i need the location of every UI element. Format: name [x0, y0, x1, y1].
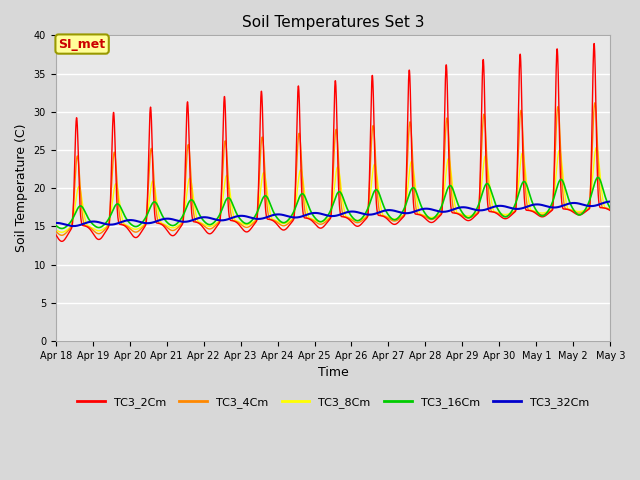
- TC3_2Cm: [397, 216, 404, 222]
- TC3_8Cm: [387, 216, 395, 221]
- Title: Soil Temperatures Set 3: Soil Temperatures Set 3: [242, 15, 424, 30]
- TC3_2Cm: [52, 232, 60, 238]
- TC3_4Cm: [607, 207, 614, 213]
- Legend: TC3_2Cm, TC3_4Cm, TC3_8Cm, TC3_16Cm, TC3_32Cm: TC3_2Cm, TC3_4Cm, TC3_8Cm, TC3_16Cm, TC3…: [73, 393, 593, 412]
- Line: TC3_16Cm: TC3_16Cm: [56, 178, 611, 228]
- TC3_2Cm: [387, 220, 395, 226]
- TC3_8Cm: [606, 206, 614, 212]
- TC3_32Cm: [607, 199, 614, 204]
- TC3_8Cm: [171, 225, 179, 230]
- TC3_4Cm: [171, 227, 179, 233]
- TC3_2Cm: [554, 54, 561, 60]
- TC3_4Cm: [58, 232, 66, 238]
- TC3_8Cm: [52, 227, 60, 232]
- TC3_16Cm: [387, 216, 395, 221]
- TC3_4Cm: [397, 215, 404, 221]
- Y-axis label: Soil Temperature (C): Soil Temperature (C): [15, 124, 28, 252]
- TC3_4Cm: [554, 104, 561, 110]
- TC3_8Cm: [607, 206, 614, 212]
- Line: TC3_4Cm: TC3_4Cm: [56, 103, 611, 235]
- TC3_2Cm: [607, 208, 614, 214]
- TC3_32Cm: [207, 216, 214, 221]
- TC3_16Cm: [207, 222, 214, 228]
- TC3_16Cm: [52, 222, 60, 228]
- Text: SI_met: SI_met: [58, 37, 106, 50]
- TC3_16Cm: [607, 205, 614, 211]
- TC3_4Cm: [207, 226, 214, 232]
- TC3_2Cm: [58, 239, 66, 244]
- TC3_8Cm: [207, 223, 214, 229]
- TC3_32Cm: [171, 217, 179, 223]
- Line: TC3_32Cm: TC3_32Cm: [56, 202, 611, 226]
- TC3_16Cm: [171, 222, 179, 228]
- X-axis label: Time: Time: [317, 366, 348, 379]
- TC3_4Cm: [591, 100, 598, 106]
- TC3_16Cm: [594, 175, 602, 180]
- TC3_2Cm: [207, 231, 214, 237]
- TC3_8Cm: [58, 229, 66, 235]
- TC3_4Cm: [387, 217, 395, 223]
- TC3_2Cm: [590, 41, 598, 47]
- TC3_16Cm: [58, 226, 66, 231]
- TC3_32Cm: [554, 204, 561, 210]
- TC3_16Cm: [606, 205, 614, 211]
- TC3_8Cm: [397, 214, 404, 219]
- TC3_16Cm: [554, 182, 561, 188]
- TC3_16Cm: [397, 212, 404, 217]
- Line: TC3_2Cm: TC3_2Cm: [56, 44, 611, 241]
- TC3_2Cm: [606, 207, 614, 213]
- TC3_32Cm: [397, 210, 404, 216]
- TC3_8Cm: [593, 144, 600, 150]
- TC3_32Cm: [606, 199, 614, 204]
- TC3_4Cm: [52, 228, 60, 234]
- TC3_32Cm: [52, 220, 60, 226]
- TC3_32Cm: [387, 207, 395, 213]
- TC3_32Cm: [70, 223, 77, 229]
- TC3_4Cm: [606, 207, 614, 213]
- Line: TC3_8Cm: TC3_8Cm: [56, 147, 611, 232]
- TC3_8Cm: [554, 155, 561, 161]
- TC3_2Cm: [171, 232, 179, 238]
